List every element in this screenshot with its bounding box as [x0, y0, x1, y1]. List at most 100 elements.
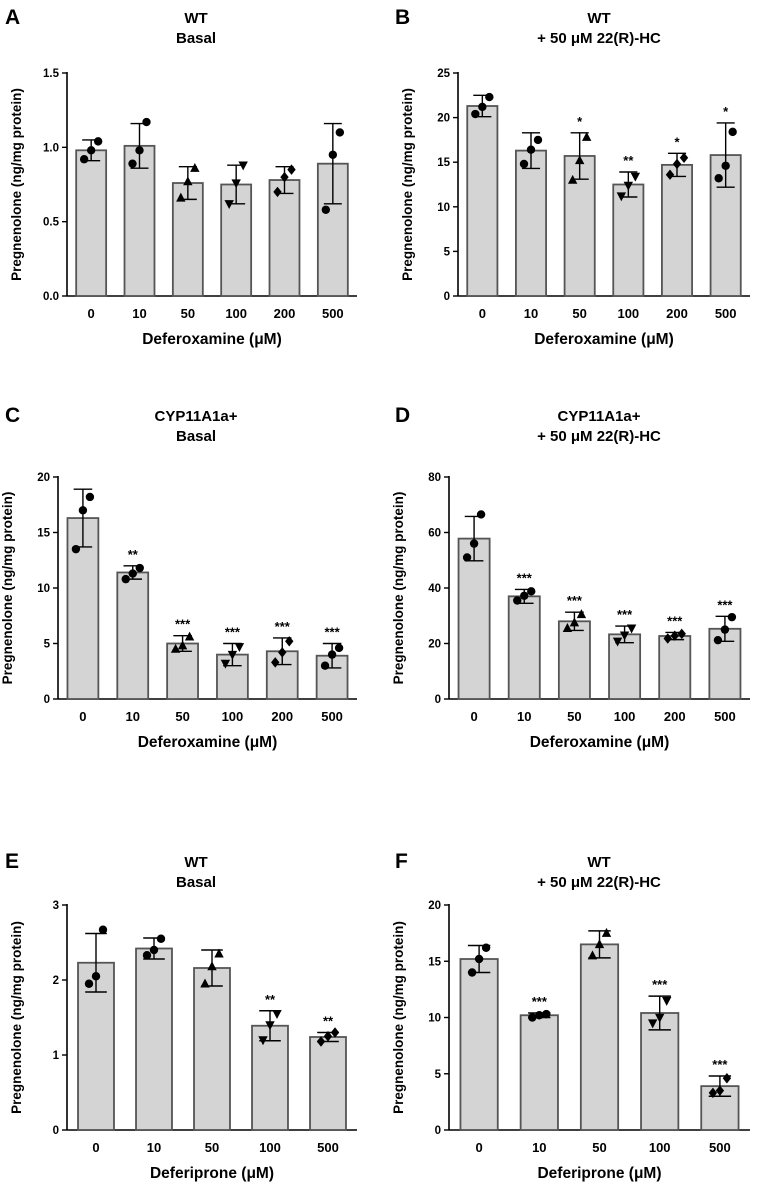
data-point [149, 945, 159, 955]
data-point [679, 152, 689, 163]
data-point [238, 161, 248, 171]
data-point [722, 1073, 732, 1084]
y-tick-label: 20 [428, 639, 441, 651]
data-point [601, 927, 612, 937]
data-point [542, 1009, 551, 1019]
y-tick-label: 60 [428, 528, 441, 540]
x-tick-label: 500 [715, 306, 737, 321]
panel-label: B [395, 6, 410, 29]
data-point [594, 939, 605, 949]
data-point [485, 92, 494, 102]
data-point [334, 643, 344, 653]
y-tick-label: 1.0 [43, 142, 59, 154]
x-axis-label: Deferiprone (μM) [150, 1165, 274, 1182]
data-point [285, 636, 294, 647]
data-point [84, 979, 94, 988]
y-tick-label: 15 [428, 956, 441, 968]
y-tick-label: 5 [444, 246, 451, 258]
y-axis-label: Pregnenolone (ng/mg protein) [400, 88, 415, 281]
x-axis-label: Deferoxamine (μM) [534, 331, 674, 348]
data-point [183, 176, 193, 186]
data-point [677, 628, 686, 639]
x-tick-label: 50 [592, 1140, 606, 1155]
chart-panel-e: E WT Basal 0 1 2 3 Pregnenolone (ng/mg protein)… [5, 850, 357, 1182]
significance-label: * [723, 104, 729, 119]
data-point [91, 972, 101, 981]
data-point [513, 596, 522, 605]
x-axis-label: Deferoxamine (μM) [142, 331, 282, 348]
significance-label: *** [175, 617, 191, 632]
data-point [85, 492, 95, 502]
bar [507, 595, 541, 700]
data-point [626, 624, 637, 634]
bar [135, 947, 173, 1131]
chart-panel-b: B WT + 50 μM 22(R)-HC 0 5 10 15 20 25 Pregnenolon… [395, 6, 750, 348]
data-point [467, 968, 477, 977]
data-point [562, 623, 573, 632]
x-tick-label: 200 [274, 306, 296, 321]
data-point [227, 650, 238, 660]
data-point [328, 150, 338, 159]
data-point [278, 647, 287, 658]
data-point [220, 659, 231, 669]
chart-title-line: Basal [176, 874, 216, 891]
data-point [321, 205, 331, 214]
data-point [623, 181, 634, 191]
y-axis-label: Pregnenolone (ng/mg protein) [391, 921, 406, 1114]
significance-label: *** [717, 597, 733, 612]
data-point [727, 612, 737, 622]
x-tick-label: 0 [479, 306, 486, 321]
data-point [231, 179, 241, 189]
data-point [616, 192, 627, 202]
data-point [135, 146, 144, 155]
data-point [184, 631, 195, 641]
data-point [234, 643, 245, 653]
x-tick-label: 10 [147, 1140, 161, 1155]
y-tick-label: 0.0 [43, 291, 59, 303]
data-point [79, 155, 89, 164]
panel-label: F [395, 850, 408, 873]
x-tick-label: 0 [79, 709, 86, 724]
bar [251, 1024, 289, 1131]
data-point [469, 539, 479, 548]
data-point [581, 132, 592, 141]
data-point [121, 574, 130, 584]
data-point [330, 1027, 340, 1038]
data-point [630, 172, 641, 182]
x-tick-label: 500 [709, 1140, 731, 1155]
significance-label: *** [532, 994, 548, 1009]
data-point [567, 174, 578, 184]
x-tick-label: 200 [664, 709, 686, 724]
data-point [142, 117, 151, 127]
x-tick-label: 50 [175, 709, 189, 724]
y-tick-label: 20 [437, 113, 450, 125]
bar [515, 149, 547, 297]
significance-label: *** [567, 593, 583, 608]
data-point [323, 1031, 333, 1042]
x-tick-label: 10 [524, 306, 538, 321]
significance-label: * [577, 114, 583, 129]
data-point [720, 625, 730, 634]
x-axis-label: Deferiprone (μM) [537, 1165, 661, 1182]
y-tick-label: 10 [37, 583, 50, 595]
y-tick-label: 0 [444, 291, 450, 303]
data-point [714, 174, 723, 183]
x-tick-label: 50 [572, 306, 586, 321]
data-point [462, 553, 472, 562]
y-tick-label: 15 [37, 528, 50, 540]
y-tick-label: 1 [53, 1050, 60, 1062]
bar [519, 1014, 559, 1131]
data-point [177, 640, 188, 650]
data-point [93, 137, 103, 146]
x-tick-label: 500 [317, 1140, 339, 1155]
chart-title-line: WT [587, 10, 610, 27]
chart-panel-d: D CYP11A1a+ + 50 μM 22(R)-HC 0 20 40 60 80 Pregn… [391, 404, 750, 751]
chart-panel-f: F WT + 50 μM 22(R)-HC 0 5 10 15 20 Pregnenolone … [391, 850, 750, 1182]
data-point [574, 155, 585, 165]
y-tick-label: 80 [428, 472, 441, 484]
x-tick-label: 0 [470, 709, 477, 724]
significance-label: *** [225, 625, 241, 640]
chart-title-line: WT [184, 10, 207, 27]
significance-label: ** [323, 1014, 334, 1029]
